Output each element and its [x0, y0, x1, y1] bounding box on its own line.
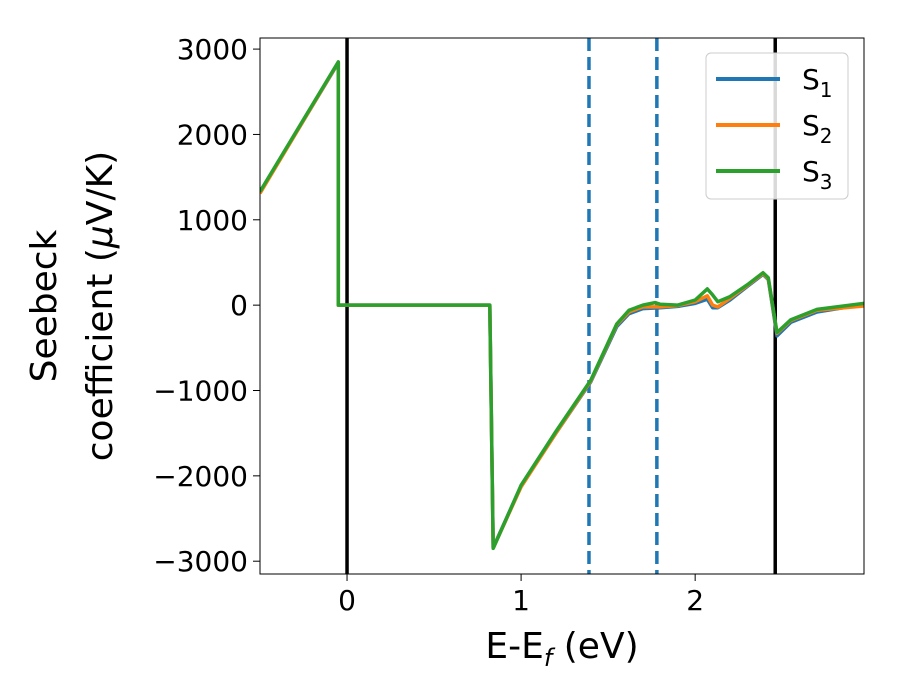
y-tick-label: −3000 — [153, 545, 248, 578]
y-tick-label: −2000 — [153, 460, 248, 493]
series-line-S3 — [260, 60, 864, 551]
axis-ticks: 0 1 2 3000 2000 1000 0 −1000 −2000 −3000 — [153, 33, 704, 617]
y-tick-label: 0 — [230, 289, 248, 322]
legend: S1 S2 S3 — [705, 52, 849, 200]
x-tick-label: 2 — [686, 584, 704, 617]
x-axis-label-main: E-E — [485, 626, 543, 667]
legend-label-S1: S1 — [802, 63, 833, 102]
x-axis-label-unit: (eV) — [552, 626, 638, 667]
y-tick-label: −1000 — [153, 374, 248, 407]
y-axis-label-line2-post: V/K) — [80, 151, 121, 225]
plot-frame — [259, 37, 865, 575]
series-lines — [260, 60, 864, 551]
x-tick-label: 1 — [512, 584, 530, 617]
y-tick-label: 1000 — [177, 204, 248, 237]
y-axis-label-line1: Seebeck — [24, 229, 65, 382]
y-axis-label: Seebeck coefficient (μV/K) — [24, 151, 121, 461]
y-axis-label-mu: μ — [80, 225, 121, 249]
y-axis-label-line2: coefficient (μV/K) — [80, 151, 121, 461]
y-tick-label: 3000 — [177, 33, 248, 66]
x-axis-label: E-Ef (eV) — [485, 626, 638, 672]
x-tick-label: 0 — [338, 584, 356, 617]
legend-label-S2: S2 — [802, 109, 833, 148]
legend-label-S3: S3 — [802, 155, 833, 194]
y-tick-label: 2000 — [177, 118, 248, 151]
y-axis-label-line2-pre: coefficient ( — [80, 248, 121, 461]
